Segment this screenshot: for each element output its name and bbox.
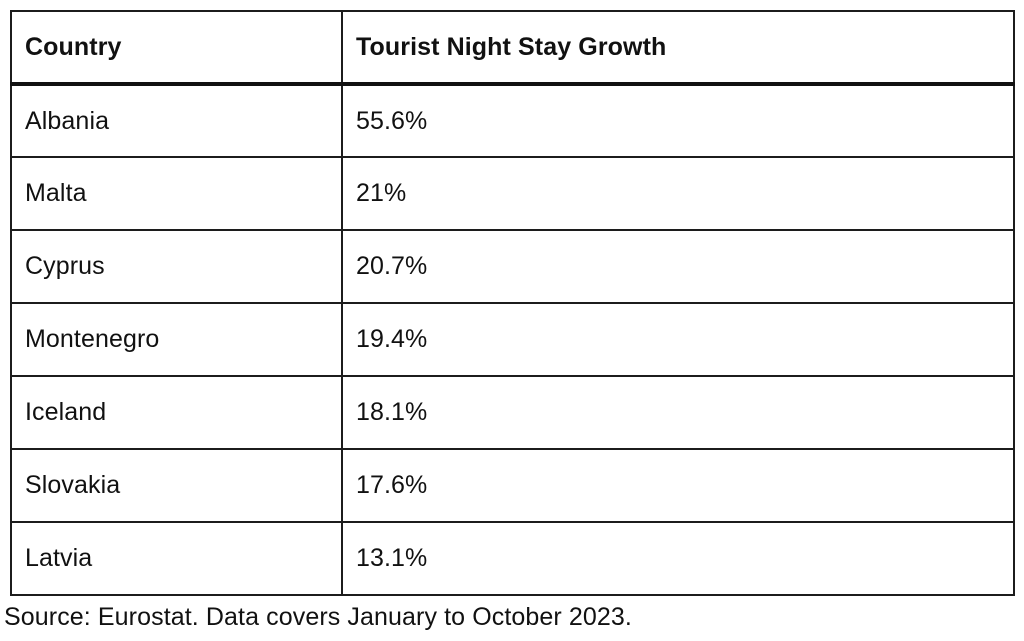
country-cell: Malta <box>10 156 343 231</box>
table-row: Iceland 18.1% <box>10 375 1015 450</box>
growth-cell: 18.1% <box>341 375 1015 450</box>
country-cell: Latvia <box>10 521 343 596</box>
source-note: Source: Eurostat. Data covers January to… <box>4 603 632 631</box>
table-row: Slovakia 17.6% <box>10 448 1015 523</box>
tourist-night-stay-table: Country Tourist Night Stay Growth Albani… <box>10 10 1015 596</box>
table-row: Malta 21% <box>10 156 1015 231</box>
growth-cell: 17.6% <box>341 448 1015 523</box>
country-cell: Iceland <box>10 375 343 450</box>
country-cell: Montenegro <box>10 302 343 377</box>
country-cell: Cyprus <box>10 229 343 304</box>
header-row: Country Tourist Night Stay Growth <box>10 10 1015 86</box>
column-header-growth: Tourist Night Stay Growth <box>341 10 1015 86</box>
table-row: Albania 55.6% <box>10 83 1015 158</box>
growth-cell: 21% <box>341 156 1015 231</box>
column-header-country: Country <box>10 10 343 86</box>
growth-cell: 55.6% <box>341 83 1015 158</box>
growth-cell: 19.4% <box>341 302 1015 377</box>
country-cell: Slovakia <box>10 448 343 523</box>
growth-cell: 13.1% <box>341 521 1015 596</box>
growth-cell: 20.7% <box>341 229 1015 304</box>
table-row: Cyprus 20.7% <box>10 229 1015 304</box>
tourist-night-stay-table-container: Country Tourist Night Stay Growth Albani… <box>10 10 1015 596</box>
country-cell: Albania <box>10 83 343 158</box>
table-row: Montenegro 19.4% <box>10 302 1015 377</box>
table-row: Latvia 13.1% <box>10 521 1015 596</box>
